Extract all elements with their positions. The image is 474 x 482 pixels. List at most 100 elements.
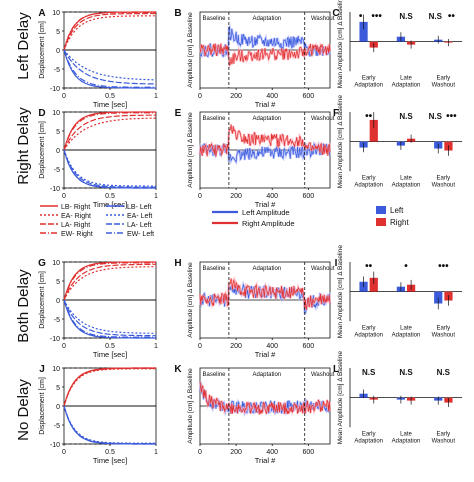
series-line [63,11,156,51]
significance-label: ••• [446,111,457,122]
y-axis-label: Mean Amplitude [cm] Δ Baseline [337,0,344,88]
category-label: Late [400,75,412,81]
panel-letter: L [333,364,339,375]
phase-label: Washout [311,116,335,122]
legend-entry: LB- Left [127,204,152,211]
legend-entry: LA- Left [127,222,152,229]
x-tick-label: 0 [198,93,202,100]
series-line [63,149,156,189]
y-tick-label: -10 [50,86,60,93]
x-tick-label: 0 [62,343,66,350]
series-line [63,11,156,51]
panel-K: K Baseline Adaptation Washout 0 200 400 600 Tria… [174,364,334,465]
phase-label: Washout [311,372,335,378]
category-label: Early [362,75,376,81]
y-axis-label: Amplitude [cm] Δ Baseline [187,12,194,88]
phase-label: Adaptation [252,372,281,378]
legend-entry: Right [390,218,409,227]
x-tick-label: 1 [154,193,158,200]
series-line [199,43,331,67]
phase-label: Baseline [202,16,226,22]
panel-B: B Baseline Adaptation Washout 0 200 400 600 Tria… [174,8,334,109]
series-line [63,114,156,151]
category-label: Early [436,431,450,437]
panel-letter: J [39,364,45,375]
significance-label: N.S [429,112,443,121]
x-tick-label: 400 [266,193,278,200]
category-label: Early [362,175,376,181]
series-line [63,149,156,188]
x-tick-label: 0 [198,193,202,200]
y-tick-label: -10 [50,442,60,449]
category-label: Adaptation [354,438,383,444]
y-tick-label: 5 [56,385,60,392]
category-label: Late [400,325,412,331]
y-tick-label: -5 [54,423,60,430]
legend-entry: EA- Right [61,213,91,220]
row-label-no-delay: No Delay [15,379,32,441]
y-axis-label: Amplitude [cm] Δ Baseline [187,368,194,444]
x-axis-label: Trial # [255,100,276,109]
x-tick-label: 400 [266,93,278,100]
y-axis-label: Amplitude [cm] Δ Baseline [187,112,194,188]
category-label: Early [436,175,450,181]
x-tick-label: 0 [62,193,66,200]
series-line [63,367,156,407]
y-tick-label: 5 [56,129,60,136]
y-tick-label: 10 [52,10,60,17]
x-tick-label: 400 [266,343,278,350]
panel-letter: E [175,108,182,119]
y-tick-label: -10 [50,186,60,193]
y-tick-label: -5 [54,167,60,174]
panel-letter: H [174,258,181,269]
panel-letter: I [335,258,338,269]
panel-L: LEarlyAdaptationLateAdaptationEarlyWasho… [333,351,462,445]
y-axis-label: Mean Amplitude [cm] Δ Baseline [337,95,344,189]
y-axis-label: Displacement [cm] [39,21,46,79]
x-axis-label: Time [sec] [93,200,127,209]
x-tick-label: 0 [198,343,202,350]
series-line [63,149,156,189]
y-tick-label: 10 [52,110,60,117]
panel-H: H Baseline Adaptation Washout 0 200 400 600 Tria… [174,258,334,359]
legend-swatch [376,206,386,214]
series-line [63,15,156,51]
legend-entry: EA- Left [127,213,152,220]
series-line [63,111,156,151]
x-tick-label: 200 [230,93,242,100]
category-label: Adaptation [392,438,421,444]
x-tick-label: 0 [198,449,202,456]
series-line [199,278,331,310]
y-axis-label: Displacement [cm] [39,271,46,329]
x-axis-label: Time [sec] [93,456,127,465]
series-line [63,117,156,151]
legend-entry: Left Amplitude [242,208,290,217]
series-line [199,381,331,415]
panel-letter: F [333,108,339,119]
series-line [63,261,156,301]
series-line [63,299,156,337]
bar [369,119,378,142]
category-label: Late [400,431,412,437]
series-line [63,299,156,338]
category-label: Washout [432,82,456,88]
y-tick-label: -5 [54,317,60,324]
y-tick-label: 0 [56,404,60,411]
series-line [63,12,156,51]
y-axis-label: Mean Amplitude [cm] Δ Baseline [337,351,344,445]
category-label: Early [436,325,450,331]
x-tick-label: 0.5 [105,93,115,100]
significance-label: N.S [399,112,413,121]
series-line [63,266,156,301]
significance-label: •• [365,111,373,122]
significance-label: N.S [362,368,376,377]
x-tick-label: 600 [302,343,314,350]
panel-letter: A [38,8,45,19]
category-label: Adaptation [392,82,421,88]
x-tick-label: 1 [154,93,158,100]
series-line [63,405,156,444]
